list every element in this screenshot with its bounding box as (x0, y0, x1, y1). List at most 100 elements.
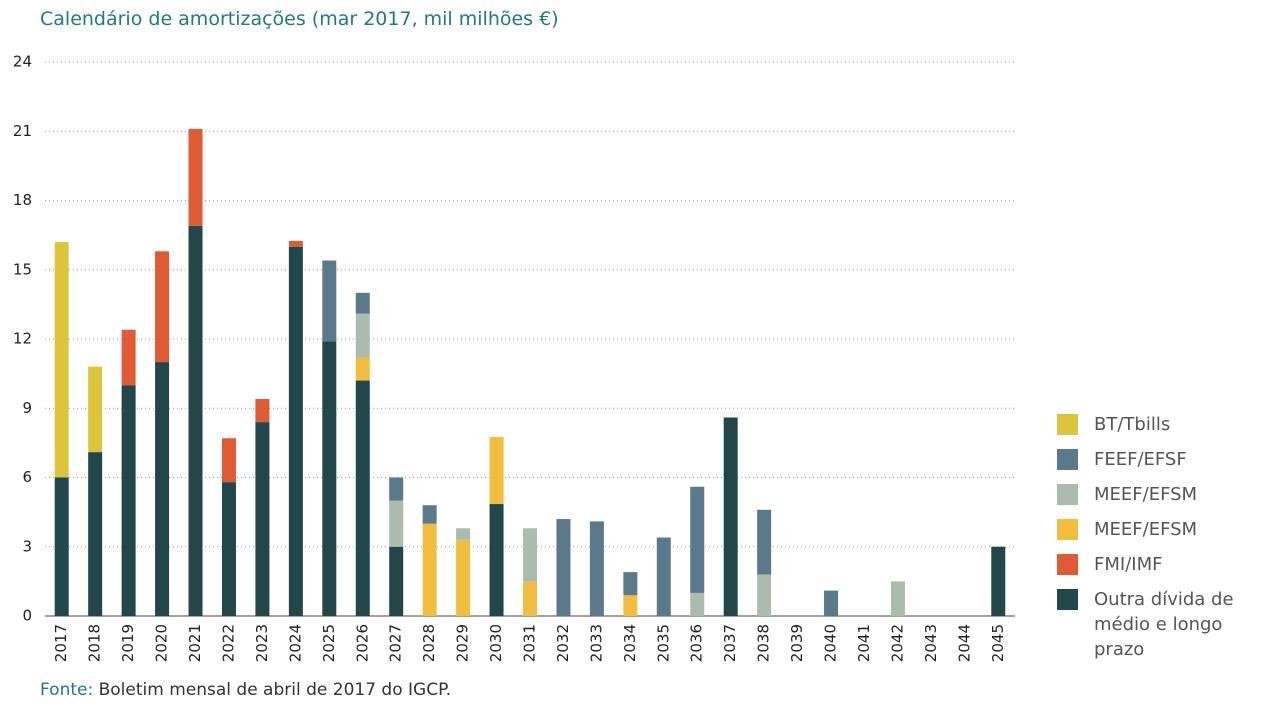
x-tick-label: 2030 (487, 624, 505, 662)
bar-segment (656, 537, 671, 616)
bar-segment (288, 240, 303, 247)
x-tick-label: 2025 (320, 624, 338, 662)
bar-segment (121, 385, 136, 616)
bar-segment (121, 329, 136, 386)
bar-segment (355, 313, 370, 358)
bar-segment (523, 528, 537, 582)
bar-segment (322, 341, 337, 616)
bar-segment (489, 437, 504, 505)
bar-segment (288, 246, 303, 616)
x-tick-label: 2045 (989, 624, 1007, 662)
x-tick-label: 2033 (587, 624, 605, 662)
x-tick-label: 2034 (621, 624, 639, 662)
x-tick-label: 2018 (86, 624, 104, 662)
legend-label: BT/Tbills (1094, 414, 1171, 435)
bar-segment (221, 482, 236, 616)
x-tick-label: 2024 (286, 624, 304, 662)
legend-swatch (1057, 449, 1078, 470)
x-tick-label: 2026 (353, 624, 371, 662)
source-label: Fonte: (40, 680, 94, 700)
x-tick-label: 2040 (822, 624, 840, 662)
legend-item: MEEF/EFSM (1057, 482, 1247, 507)
bar-segment (456, 528, 471, 540)
y-tick-label: 15 (13, 260, 32, 278)
legend-item: BT/Tbills (1057, 412, 1247, 437)
bar-segment (389, 546, 404, 616)
legend-item: FEEF/EFSF (1057, 447, 1247, 472)
chart-title: Calendário de amortizações (mar 2017, mi… (40, 8, 559, 30)
bar-segment (155, 251, 170, 363)
bar-segment (188, 128, 203, 226)
source-text: Boletim mensal de abril de 2017 do IGCP. (98, 680, 452, 700)
bar-segment (991, 546, 1006, 616)
y-tick-label: 6 (22, 468, 32, 486)
legend-item: FMI/IMF (1057, 552, 1247, 577)
x-tick-label: 2038 (755, 624, 773, 662)
legend-swatch (1057, 589, 1078, 610)
bar-segment (88, 366, 103, 453)
bar-segment (523, 581, 537, 616)
x-tick-label: 2037 (721, 624, 739, 662)
bar-segment (355, 380, 370, 616)
bar-segment (54, 242, 69, 478)
bar-segment (389, 500, 404, 547)
legend-swatch (1057, 484, 1078, 505)
bar-segment (824, 590, 839, 616)
bar-segment (489, 504, 504, 616)
x-tick-label: 2039 (788, 624, 806, 662)
x-tick-label: 2044 (955, 624, 973, 662)
x-tick-label: 2041 (855, 624, 873, 662)
y-tick-label: 0 (22, 607, 32, 625)
x-tick-label: 2031 (521, 624, 539, 662)
bar-segment (422, 523, 437, 616)
x-tick-label: 2020 (153, 624, 171, 662)
bar-segment (322, 260, 337, 342)
x-tick-label: 2017 (52, 624, 70, 662)
bar-segment (723, 417, 738, 616)
bar-segment (88, 452, 103, 616)
legend-item: MEEF/EFSM (1057, 517, 1247, 542)
x-tick-label: 2023 (253, 624, 271, 662)
bar-segment (422, 505, 437, 524)
x-tick-label: 2036 (688, 624, 706, 662)
bar-segment (456, 539, 471, 616)
bar-segment (355, 292, 370, 314)
y-tick-label: 18 (13, 191, 32, 209)
legend-label: MEEF/EFSM (1094, 519, 1198, 540)
source: Fonte: Boletim mensal de abril de 2017 d… (40, 680, 451, 700)
bar-segment (690, 592, 705, 616)
bar-segment (757, 574, 772, 616)
legend-label: Outra dívida de médio e longo prazo (1094, 589, 1234, 660)
bar-segment (54, 477, 69, 616)
y-tick-label: 24 (13, 53, 32, 71)
bar-segment (355, 357, 370, 381)
legend-label: MEEF/EFSM (1094, 484, 1198, 505)
legend-label: FMI/IMF (1094, 554, 1163, 575)
y-tick-label: 9 (22, 399, 32, 417)
legend-item: Outra dívida de médio e longo prazo (1057, 587, 1247, 662)
bar-segment (623, 572, 638, 596)
x-tick-label: 2021 (186, 624, 204, 662)
legend-swatch (1057, 554, 1078, 575)
bar-segment (188, 225, 203, 616)
legend: BT/Tbills FEEF/EFSF MEEF/EFSM MEEF/EFSM FMI/… (1057, 412, 1247, 672)
x-tick-label: 2019 (119, 624, 137, 662)
x-tick-label: 2027 (387, 624, 405, 662)
bar-segment (690, 486, 705, 593)
x-tick-label: 2035 (654, 624, 672, 662)
bar-segment (255, 399, 270, 423)
x-tick-label: 2032 (554, 624, 572, 662)
legend-swatch (1057, 519, 1078, 540)
x-tick-label: 2028 (420, 624, 438, 662)
legend-label: FEEF/EFSF (1094, 449, 1187, 470)
x-tick-label: 2042 (888, 624, 906, 662)
bar-segment (556, 519, 571, 616)
legend-swatch (1057, 414, 1078, 435)
bar-segment (221, 438, 236, 483)
x-tick-label: 2022 (219, 624, 237, 662)
bar-segment (589, 521, 604, 616)
bar-segment (389, 477, 404, 501)
x-tick-label: 2043 (922, 624, 940, 662)
